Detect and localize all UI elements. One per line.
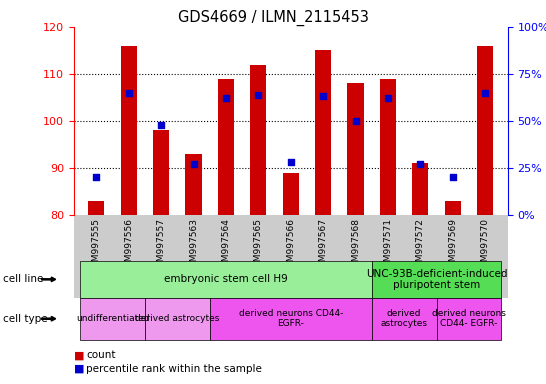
Point bbox=[319, 93, 328, 99]
Point bbox=[383, 95, 392, 101]
Point bbox=[92, 174, 101, 180]
Point bbox=[351, 118, 360, 124]
Text: derived neurons
CD44- EGFR-: derived neurons CD44- EGFR- bbox=[432, 309, 506, 328]
Bar bbox=[315, 50, 331, 215]
Text: percentile rank within the sample: percentile rank within the sample bbox=[86, 364, 262, 374]
Bar bbox=[88, 201, 104, 215]
Point bbox=[124, 90, 133, 96]
Bar bbox=[380, 79, 396, 215]
Point bbox=[416, 161, 425, 167]
Text: embryonic stem cell H9: embryonic stem cell H9 bbox=[164, 274, 288, 285]
Text: ■: ■ bbox=[74, 350, 84, 360]
Text: derived neurons CD44-
EGFR-: derived neurons CD44- EGFR- bbox=[239, 309, 343, 328]
Point bbox=[189, 161, 198, 167]
Text: undifferentiated: undifferentiated bbox=[76, 314, 150, 323]
Text: count: count bbox=[86, 350, 116, 360]
Bar bbox=[121, 46, 137, 215]
Bar bbox=[412, 163, 429, 215]
Text: derived astrocytes: derived astrocytes bbox=[135, 314, 219, 323]
Point bbox=[157, 122, 165, 128]
Bar bbox=[186, 154, 201, 215]
Text: cell line: cell line bbox=[3, 274, 43, 285]
Point bbox=[286, 159, 295, 166]
Bar bbox=[444, 201, 461, 215]
Bar bbox=[153, 131, 169, 215]
Bar bbox=[250, 65, 266, 215]
Text: ■: ■ bbox=[74, 364, 84, 374]
Point bbox=[480, 90, 489, 96]
Text: UNC-93B-deficient-induced
pluripotent stem: UNC-93B-deficient-induced pluripotent st… bbox=[366, 268, 507, 290]
Point bbox=[254, 91, 263, 98]
Bar bbox=[283, 173, 299, 215]
Bar bbox=[218, 79, 234, 215]
Text: derived
astrocytes: derived astrocytes bbox=[381, 309, 428, 328]
Text: GDS4669 / ILMN_2115453: GDS4669 / ILMN_2115453 bbox=[177, 10, 369, 26]
Point bbox=[222, 95, 230, 101]
Bar bbox=[347, 83, 364, 215]
Point bbox=[448, 174, 457, 180]
Text: cell type: cell type bbox=[3, 314, 48, 324]
Bar bbox=[477, 46, 493, 215]
